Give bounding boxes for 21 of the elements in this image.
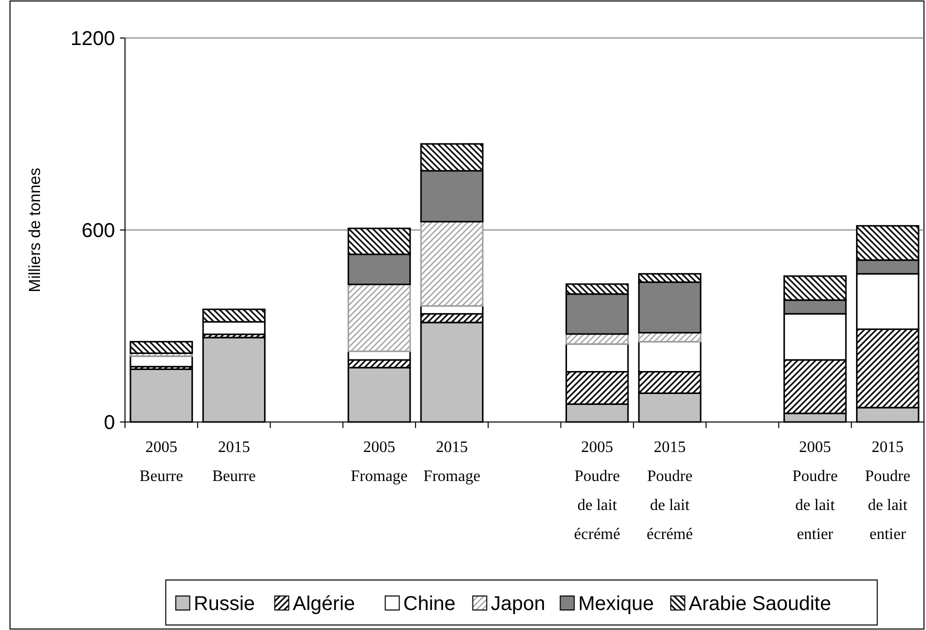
y-tick-label: 1200	[70, 28, 115, 50]
bar	[420, 220, 484, 307]
x-tick-label: 2015 Poudre de lait entier	[865, 439, 910, 543]
y-tick-label: 0	[104, 412, 115, 434]
x-tick-label: 2015 Beurre	[212, 439, 256, 485]
x-tick-label: 2015 Poudre de lait écrémé	[646, 439, 693, 543]
y-tick-label: 600	[82, 220, 115, 242]
legend-label: Mexique	[578, 593, 654, 615]
x-tick-label: 2005 Poudre de lait écrémé	[574, 439, 620, 543]
legend-label: Chine	[403, 593, 456, 615]
y-axis-title: Milliers de tonnes	[27, 168, 44, 292]
x-tick-label: 2005 Fromage	[350, 439, 408, 485]
legend-label: Japon	[490, 593, 546, 615]
x-tick-label: 2005 Poudre de lait entier	[792, 439, 838, 543]
legend-label: Algérie	[292, 593, 356, 615]
bar	[130, 340, 193, 354]
legend-label: Arabie Saoudite	[688, 593, 832, 615]
x-tick-label: 2005 Beurre	[140, 439, 184, 485]
legend-label: Russie	[194, 593, 255, 615]
bar	[348, 284, 411, 352]
x-tick-label: 2015 Fromage	[423, 439, 480, 485]
